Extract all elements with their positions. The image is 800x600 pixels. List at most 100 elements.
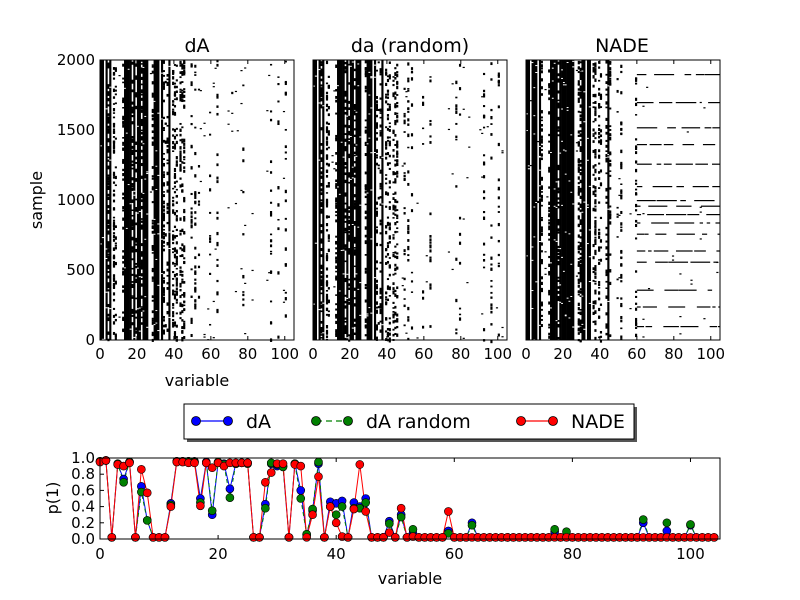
- heatmap-cell: [151, 310, 154, 314]
- heatmap-cell: [353, 206, 356, 209]
- heatmap-cell: [370, 76, 373, 78]
- heatmap-cell: [663, 163, 672, 165]
- heatmap-cell: [122, 290, 125, 293]
- heatmap-cell: [394, 77, 397, 80]
- x-tick-label: 0: [95, 545, 105, 563]
- heatmap-cell: [364, 254, 367, 256]
- heatmap-cell: [529, 100, 532, 102]
- heatmap-cell: [122, 226, 125, 230]
- heatmap-cell: [107, 128, 110, 131]
- heatmap-cell: [140, 89, 143, 92]
- heatmap-cell: [175, 134, 178, 137]
- heatmap-cell: [479, 129, 482, 131]
- heatmap-cell: [107, 225, 110, 229]
- heatmap-cell: [403, 175, 406, 178]
- heatmap-cell: [540, 281, 543, 286]
- heatmap-cell: [325, 229, 329, 232]
- heatmap-cell: [135, 94, 138, 98]
- heatmap-cell: [144, 178, 147, 180]
- heatmap-cell: [162, 293, 165, 296]
- heatmap-cell: [327, 132, 330, 136]
- heatmap-cell: [181, 126, 184, 129]
- heatmap-cell: [548, 272, 551, 276]
- heatmap-cell: [557, 187, 560, 191]
- heatmap-cell: [364, 191, 367, 193]
- heatmap-cell: [396, 63, 399, 67]
- heatmap-cell: [166, 182, 169, 185]
- heatmap-cell: [599, 246, 603, 249]
- heatmap-cell: [482, 175, 486, 179]
- heatmap-cell: [540, 129, 543, 132]
- heatmap-cell: [592, 63, 595, 66]
- heatmap-cell: [151, 114, 154, 117]
- heatmap-cell: [131, 106, 134, 109]
- heatmap-cell: [325, 202, 329, 206]
- heatmap-cell: [175, 188, 178, 191]
- heatmap-cell: [142, 66, 145, 68]
- x-tick-label: 0: [521, 345, 531, 363]
- heatmap-cell: [635, 203, 638, 208]
- heatmap-cell: [405, 91, 408, 93]
- heatmap-cell: [497, 264, 500, 268]
- heatmap-cell: [379, 261, 382, 264]
- heatmap-cell: [635, 188, 638, 191]
- heatmap-cell: [385, 255, 388, 258]
- heatmap-cell: [388, 337, 391, 341]
- heatmap-cell: [335, 277, 338, 281]
- heatmap-cell: [142, 143, 145, 145]
- heatmap-cell: [197, 295, 201, 299]
- heatmap-cell: [124, 60, 127, 340]
- heatmap-cell: [364, 185, 367, 189]
- heatmap-cell: [318, 309, 321, 311]
- heatmap-cell: [183, 308, 186, 310]
- heatmap-cell: [179, 133, 182, 137]
- heatmap-cell: [699, 222, 704, 224]
- legend-marker: [548, 416, 558, 426]
- heatmap-cell: [107, 176, 110, 179]
- heatmap-cell: [490, 123, 493, 125]
- heatmap-cell: [327, 122, 330, 125]
- heatmap-cell: [577, 264, 580, 267]
- heatmap-cell: [313, 60, 316, 340]
- heatmap-cell: [364, 89, 367, 93]
- heatmap-cell: [609, 134, 612, 137]
- heatmap-cell: [183, 94, 186, 98]
- heatmap-cell: [609, 61, 612, 64]
- heatmap-cell: [181, 96, 184, 99]
- heatmap-cell: [155, 189, 158, 191]
- heatmap-cell: [370, 238, 373, 240]
- heatmap-cell: [166, 81, 169, 85]
- heatmap-cell: [242, 159, 245, 163]
- heatmap-cell: [325, 97, 329, 101]
- heatmap-cell: [609, 221, 612, 225]
- heatmap-cell: [183, 150, 186, 154]
- heatmap-cell: [618, 194, 621, 196]
- heatmap-cell: [712, 186, 720, 188]
- heatmap-cell: [538, 197, 542, 199]
- heatmap-cell: [386, 75, 390, 78]
- heatmap-cell: [181, 248, 184, 252]
- heatmap-cell: [605, 332, 608, 336]
- heatmap-cell: [320, 192, 323, 196]
- heatmap-cell: [579, 68, 582, 71]
- heatmap-cell: [162, 182, 165, 185]
- heatmap-cell: [194, 303, 197, 306]
- heatmap-cell: [385, 143, 388, 146]
- heatmap-cell: [429, 76, 432, 78]
- heatmap-cell: [422, 325, 425, 329]
- heatmap-cell: [164, 233, 167, 237]
- heatmap-cell: [396, 200, 399, 204]
- heatmap-cell: [422, 103, 425, 106]
- heatmap-cell: [240, 268, 243, 270]
- heatmap-cell: [140, 224, 143, 227]
- heatmap-cell: [538, 145, 542, 147]
- heatmap-cell: [320, 97, 323, 102]
- heatmap-cell: [392, 254, 395, 258]
- heatmap-cell: [557, 231, 560, 234]
- heatmap-cell: [173, 181, 177, 184]
- heatmap-cell: [112, 73, 116, 76]
- heatmap-cell: [359, 60, 362, 340]
- heatmap-cell: [240, 102, 243, 105]
- heatmap-cell: [344, 70, 347, 73]
- line-chart-xlabel: variable: [378, 569, 443, 588]
